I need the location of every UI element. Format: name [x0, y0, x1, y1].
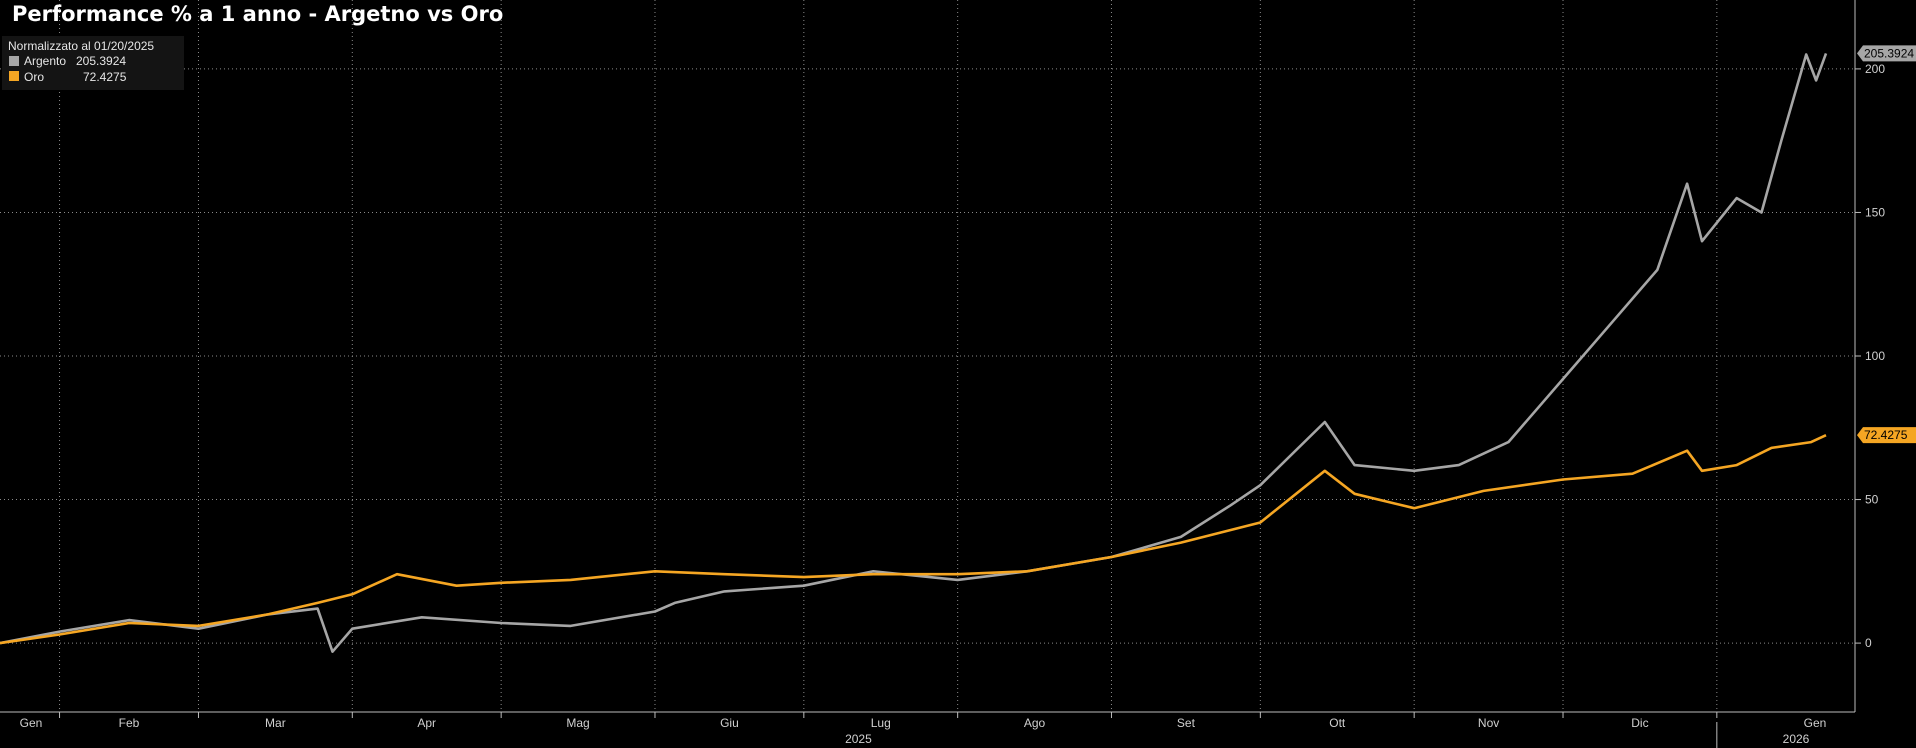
x-tick-label: Dic [1631, 716, 1648, 730]
chart-title: Performance % a 1 anno - Argetno vs Oro [12, 2, 503, 26]
x-tick-label: Ott [1329, 716, 1346, 730]
series-lines [0, 52, 1828, 654]
y-tick-label: 0 [1865, 636, 1872, 650]
x-tick-label: Feb [119, 716, 140, 730]
year-label: 2025 [845, 732, 872, 746]
x-tick-label: Mag [566, 716, 589, 730]
end-label-box [1857, 427, 1916, 444]
grid-lines [0, 0, 1855, 712]
end-label-text: 205.3924 [1864, 46, 1914, 60]
y-axis: 0 50 100 150 200 [1854, 0, 1885, 712]
end-value-labels: 205.3924 72.4275 [1857, 45, 1916, 444]
x-tick-label: Gen [1804, 716, 1827, 730]
x-tick-label: Set [1177, 716, 1196, 730]
x-tick-label: Giu [720, 716, 739, 730]
series-line-argento [0, 52, 1828, 654]
x-tick-label: Lug [871, 716, 891, 730]
x-tick-label: Apr [417, 716, 436, 730]
y-tick-label: 100 [1865, 349, 1885, 363]
x-tick-label: Gen [20, 716, 43, 730]
end-label-box [1857, 45, 1916, 62]
legend: Normalizzato al 01/20/2025 Argento 205.3… [2, 36, 184, 90]
legend-label-oro: Oro [24, 70, 44, 84]
y-tick-label: 200 [1865, 62, 1885, 76]
legend-value-argento: 205.3924 [76, 54, 126, 68]
end-label-argento: 205.3924 [1857, 45, 1916, 62]
legend-value-oro: 72.4275 [83, 70, 127, 84]
legend-swatch-oro [9, 71, 19, 81]
y-tick-label: 50 [1865, 493, 1879, 507]
legend-subtitle: Normalizzato al 01/20/2025 [8, 39, 154, 53]
end-label-text: 72.4275 [1864, 428, 1908, 442]
year-label: 2026 [1783, 732, 1810, 746]
legend-swatch-argento [9, 56, 19, 66]
x-tick-label: Ago [1024, 716, 1046, 730]
end-label-oro: 72.4275 [1857, 427, 1916, 444]
legend-label-argento: Argento [24, 54, 66, 68]
x-tick-label: Nov [1478, 716, 1499, 730]
x-axis: Gen Feb Mar Apr Mag Giu Lug Ago Set Ott Nov Dic Gen 2… [0, 711, 1855, 748]
series-line-oro [0, 434, 1827, 645]
x-tick-label: Mar [265, 716, 286, 730]
y-tick-label: 150 [1865, 205, 1885, 219]
